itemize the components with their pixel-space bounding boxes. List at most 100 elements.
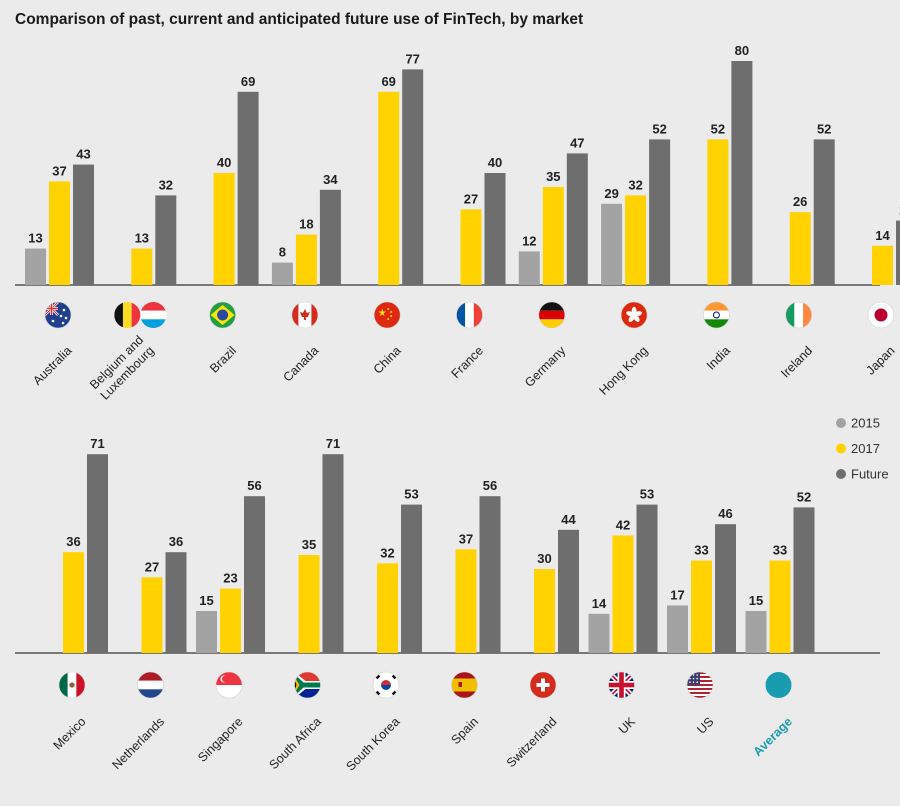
ireland-flag (785, 301, 813, 329)
bar-spain-2017 (455, 549, 477, 653)
legend: 2015 2017 Future (836, 416, 889, 482)
data-label-switzerland-2017: 30 (537, 551, 551, 566)
bar-netherlands-2017 (141, 577, 163, 653)
market-label-south-africa: South Africa (266, 715, 324, 773)
legend-label-2017: 2017 (851, 441, 880, 456)
bar-singapore-2015 (196, 611, 217, 653)
legend-swatch-2017 (836, 443, 846, 454)
mexico-flag (58, 671, 86, 699)
data-label-japan-2017: 14 (875, 228, 890, 243)
spain-flag (451, 671, 478, 699)
data-label-singapore-2015: 15 (199, 593, 213, 608)
data-label-netherlands-future: 36 (169, 534, 183, 549)
bar-spain-future (479, 496, 501, 653)
bar-average-future (793, 507, 815, 653)
bar-us-2015 (667, 605, 688, 653)
data-label-mexico-future: 71 (90, 436, 104, 451)
market-label-india: India (704, 344, 733, 373)
bar-singapore-2017 (220, 588, 241, 653)
market-label-china: China (371, 344, 404, 377)
bar-switzerland-2017 (534, 569, 555, 653)
bar-india-future (731, 61, 753, 285)
hong-kong-flag (620, 301, 648, 329)
data-label-hong-kong-2017: 32 (628, 177, 642, 192)
data-label-switzerland-future: 44 (561, 512, 576, 527)
data-label-us-2015: 17 (670, 587, 684, 602)
bar-hong-kong-future (649, 139, 671, 285)
bar-us-future (715, 524, 736, 653)
bar-netherlands-future (165, 552, 187, 653)
data-label-india-future: 80 (735, 43, 749, 58)
market-label-netherlands: Netherlands (109, 715, 167, 773)
data-label-canada-future: 34 (323, 172, 338, 187)
data-label-singapore-2017: 23 (223, 571, 237, 586)
bar-south-africa-future (322, 454, 344, 653)
australia-flag (44, 301, 72, 329)
market-label-germany: Germany (522, 343, 569, 390)
bar-mexico-2017 (63, 552, 84, 653)
market-label-france: France (449, 344, 486, 381)
bar-average-2015 (745, 611, 767, 653)
bar-mexico-future (87, 454, 108, 653)
data-label-average-future: 52 (797, 489, 811, 504)
data-label-china-2017: 69 (381, 74, 395, 89)
bar-hong-kong-2017 (625, 195, 647, 285)
data-label-brazil-2017: 40 (217, 155, 231, 170)
market-label-hong-kong: Hong Kong (596, 344, 650, 398)
data-label-south-korea-2017: 32 (380, 545, 394, 560)
bar-china-2017 (378, 91, 400, 285)
uk-flag (608, 671, 635, 699)
france-flag (456, 301, 483, 329)
bar-china-future (402, 69, 424, 286)
legend-item-2017: 2017 (836, 441, 880, 456)
data-label-ireland-future: 52 (817, 121, 831, 136)
data-label-netherlands-2017: 27 (145, 559, 159, 574)
bar-ireland-2017 (789, 212, 811, 285)
legend-swatch-2015 (836, 418, 846, 428)
data-label-ireland-2017: 26 (793, 194, 807, 209)
data-label-china-future: 77 (405, 51, 419, 66)
legend-label-future: Future (851, 467, 889, 482)
market-label-spain: Spain (448, 715, 481, 748)
bar-france-future (484, 173, 506, 285)
market-label-us: US (694, 715, 716, 737)
bar-us-2017 (691, 560, 712, 653)
legend-item-future: Future (836, 467, 889, 482)
data-label-uk-2017: 42 (616, 517, 630, 532)
bar-uk-2017 (612, 535, 634, 653)
bar-hong-kong-2015 (601, 203, 623, 285)
data-label-us-future: 46 (718, 506, 732, 521)
switzerland-flag (529, 671, 557, 699)
market-label-switzerland: Switzerland (504, 715, 560, 771)
bar-canada-future (319, 189, 341, 285)
belgium-luxembourg-flags (114, 302, 167, 328)
bar-canada-2017 (295, 234, 317, 285)
bar-switzerland-future (558, 529, 579, 653)
data-label-germany-2017: 35 (546, 169, 560, 184)
data-label-brazil-future: 69 (241, 74, 255, 89)
china-flag: ★ (373, 301, 401, 329)
germany-flag (538, 301, 566, 329)
data-label-us-2017: 33 (694, 543, 708, 558)
bar-uk-future (636, 504, 658, 653)
canada-flag (291, 301, 319, 329)
data-label-canada-2015: 8 (279, 245, 286, 260)
bar-south-africa-2017 (298, 555, 320, 653)
data-label-uk-2015: 14 (592, 596, 607, 611)
data-label-germany-2015: 12 (522, 233, 536, 248)
data-label-south-africa-future: 71 (326, 436, 340, 451)
market-label-canada: Canada (281, 344, 322, 385)
market-label-south-korea: South Korea (343, 715, 402, 774)
data-label-spain-future: 56 (483, 478, 497, 493)
market-label-brazil: Brazil (207, 344, 239, 376)
bar-south-korea-2017 (377, 563, 398, 653)
legend-label-2015: 2015 (851, 416, 880, 431)
singapore-flag (215, 671, 243, 699)
market-label-australia: Australia (30, 344, 74, 388)
bar-germany-2015 (518, 251, 540, 285)
market-label-japan: Japan (863, 344, 897, 378)
svg-text:★: ★ (378, 308, 387, 319)
bar-ireland-future (813, 139, 835, 285)
